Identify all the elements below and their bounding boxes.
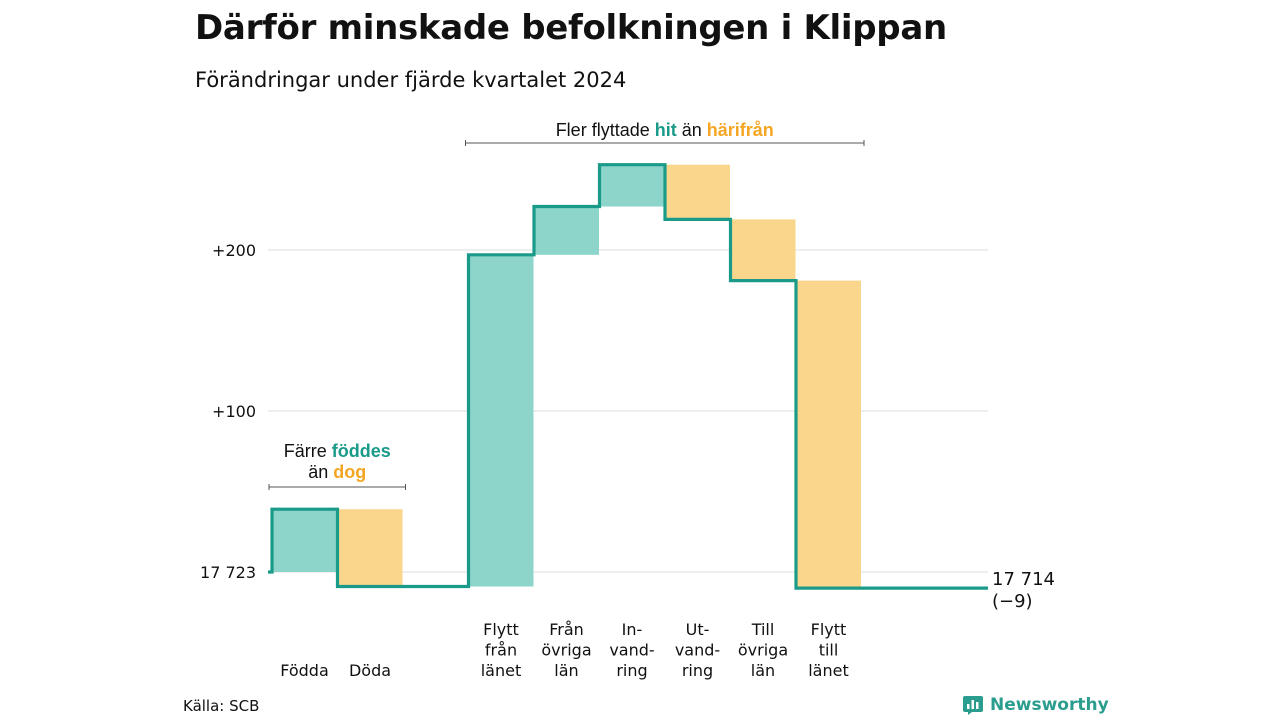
waterfall-bar [599, 164, 665, 207]
y-tick-label: 17 723 [200, 563, 256, 582]
category-label: Födda [280, 661, 329, 680]
running-total-line [268, 163, 988, 590]
category-label: länet [481, 661, 522, 680]
category-label: Flytt [811, 620, 847, 639]
category-label: Från [549, 620, 584, 639]
annotation-migration-text: Fler flyttade hit än härifrån [556, 120, 774, 140]
category-label: vand- [609, 641, 654, 660]
category-label: till [819, 641, 839, 660]
category-label: övriga [738, 641, 788, 660]
end-change-label: (−9) [992, 591, 1033, 612]
end-value-label: 17 714 [992, 569, 1055, 590]
chart-subtitle: Förändringar under fjärde kvartalet 2024 [195, 68, 627, 92]
category-label: vand- [675, 641, 720, 660]
chart-bars-icon [963, 696, 983, 715]
category-label: In- [622, 620, 643, 639]
waterfall-bar [665, 164, 730, 220]
category-label: länet [808, 661, 849, 680]
category-label: ring [682, 661, 713, 680]
waterfall-bar [337, 509, 403, 587]
category-label: ring [616, 661, 647, 680]
source-note: Källa: SCB [183, 697, 260, 715]
category-label: Flytt [483, 620, 519, 639]
y-tick-label: +100 [212, 402, 256, 421]
category-label: från [485, 641, 517, 660]
category-label: län [554, 661, 578, 680]
waterfall-bar [534, 206, 599, 255]
category-label: län [751, 661, 775, 680]
logo-name: Newsworthy [990, 695, 1109, 715]
category-label: Ut- [686, 620, 710, 639]
newsworthy-logo[interactable]: Newsworthy [962, 694, 1109, 716]
category-label: Döda [349, 661, 391, 680]
annotation-births-line1: Färre föddes [284, 441, 391, 461]
chart-title: Därför minskade befolkningen i Klippan [195, 8, 947, 48]
annotation-births-line2: än dog [308, 462, 366, 482]
waterfall-bar [730, 219, 796, 281]
category-label: övriga [541, 641, 591, 660]
waterfall-bar [272, 509, 337, 572]
category-label: Till [751, 620, 775, 639]
waterfall-bar [468, 254, 534, 587]
waterfall-bar [796, 280, 861, 589]
y-tick-label: +200 [212, 241, 256, 260]
